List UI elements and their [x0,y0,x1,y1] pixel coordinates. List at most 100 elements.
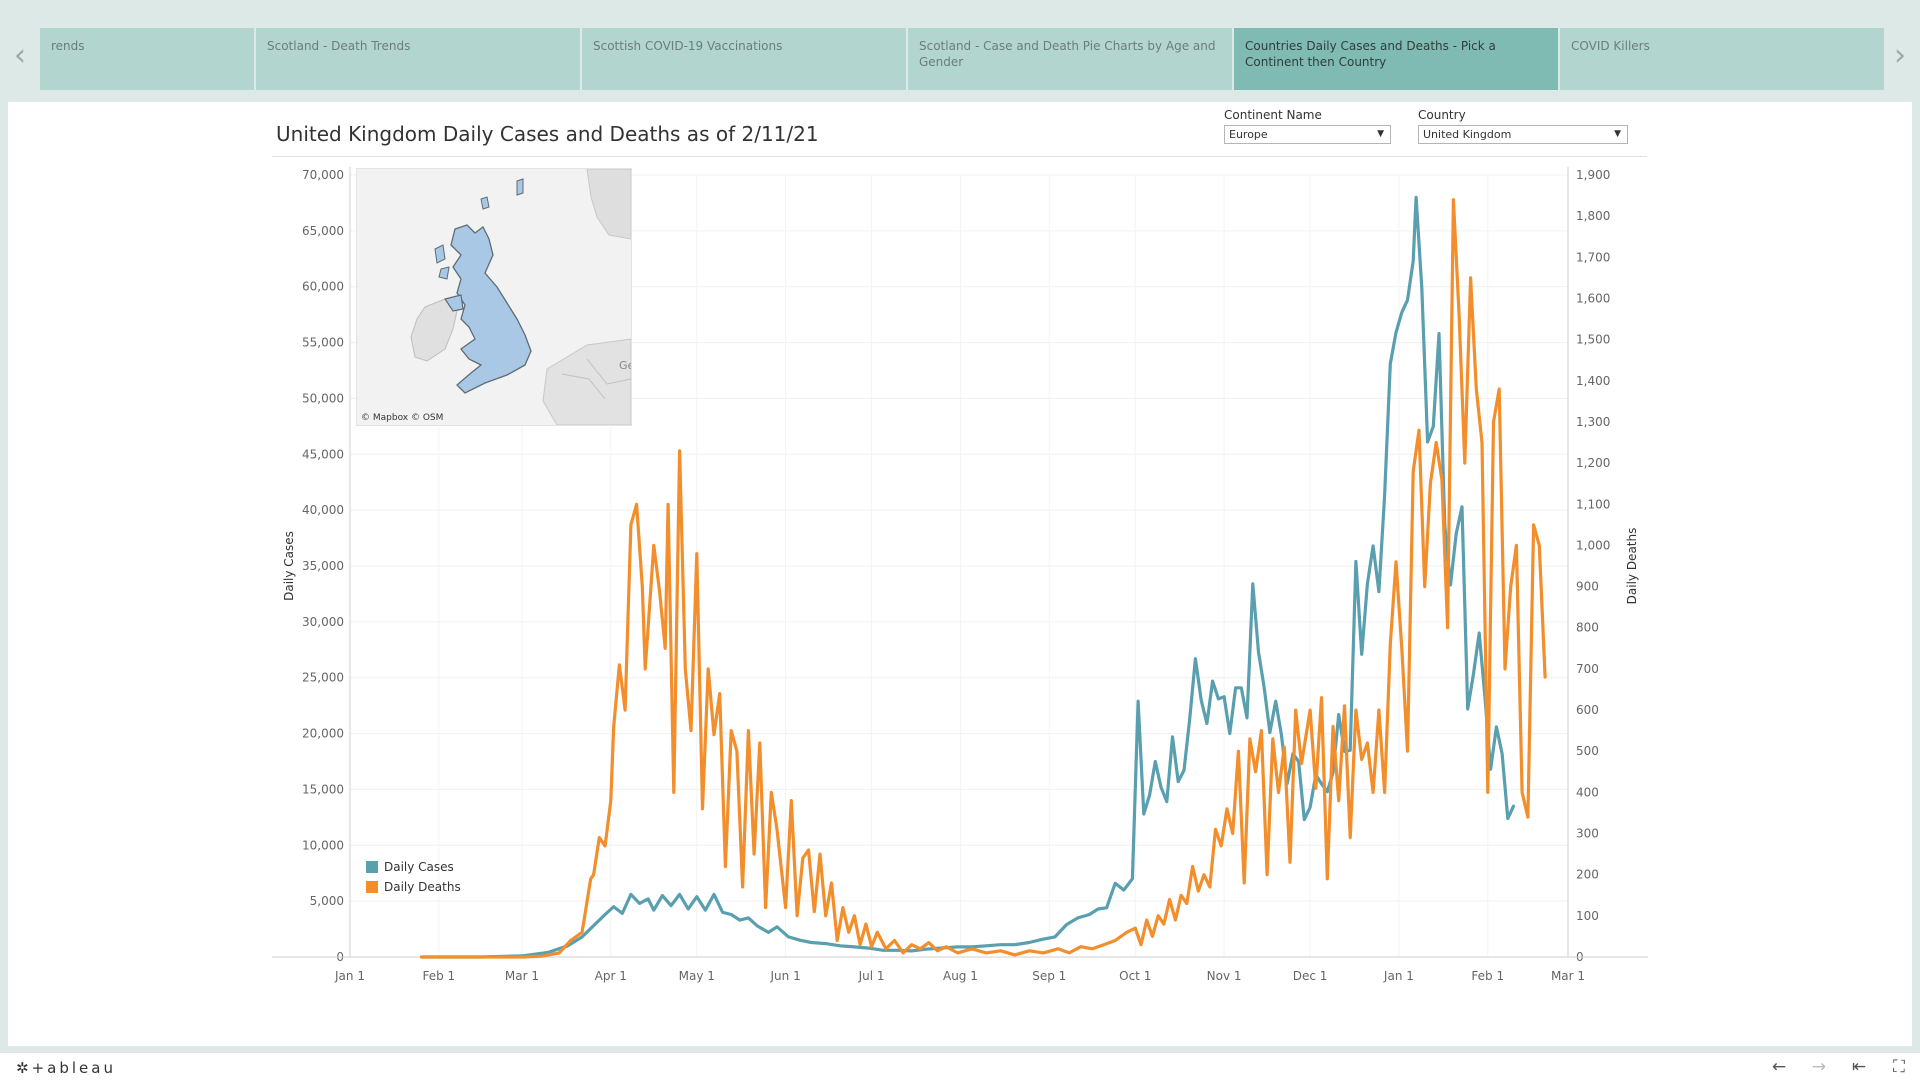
x-tick-label: Mar 1 [1551,969,1585,983]
continent-dropdown[interactable]: Europe ▼ [1224,125,1391,144]
daily-deaths-line [420,198,1547,959]
y2-tick-label: 600 [1576,703,1599,717]
y-tick-label: 60,000 [302,280,344,294]
y2-tick-label: 1,400 [1576,374,1610,388]
map-attribution[interactable]: © Mapbox © OSM [361,413,444,423]
country-dropdown-value: United Kingdom [1423,128,1512,141]
y2-tick-label: 1,200 [1576,456,1610,470]
fullscreen-icon[interactable]: ⛶ [1893,1057,1905,1077]
y2-tick-label: 900 [1576,580,1599,594]
y2-tick-label: 1,800 [1576,209,1610,223]
y-tick-label: 10,000 [302,838,344,852]
title-divider [272,156,1647,157]
tableau-logo[interactable]: ✲+ableau [16,1059,116,1077]
northern-isles-shape [480,178,524,210]
y-tick-label: 40,000 [302,503,344,517]
tab-countries-daily-cases[interactable]: Countries Daily Cases and Deaths - Pick … [1234,28,1560,90]
chart-title: United Kingdom Daily Cases and Deaths as… [276,122,819,146]
y-tick-label: 55,000 [302,336,344,350]
axes: 05,00010,00015,00020,00025,00030,00035,0… [272,167,1648,983]
x-tick-label: Jun 1 [770,969,801,983]
tab-scotland-pie-charts[interactable]: Scotland - Case and Death Pie Charts by … [908,28,1234,90]
y2-tick-label: 1,500 [1576,333,1610,347]
x-tick-label: Jan 1 [334,969,365,983]
tab-covid-killers[interactable]: COVID Killers [1560,28,1886,90]
chart-legend: Daily Cases Daily Deaths [366,857,461,897]
y-tick-label: 70,000 [302,168,344,182]
legend-item-daily-deaths[interactable]: Daily Deaths [366,877,461,897]
tableau-logo-text: +ableau [31,1059,116,1077]
dual-axis-line-chart: 05,00010,00015,00020,00025,00030,00035,0… [272,167,1648,983]
tab-scotland-death-trends[interactable]: Scotland - Death Trends [256,28,582,90]
y2-axis-title: Daily Deaths [1625,528,1639,605]
y2-tick-label: 1,000 [1576,538,1610,552]
y2-tick-label: 800 [1576,621,1599,635]
continent-filter-label: Continent Name [1224,108,1322,122]
chevron-down-icon: ▼ [1377,129,1384,139]
chevron-left-icon[interactable]: ‹ [14,38,26,73]
y2-tick-label: 1,900 [1576,168,1610,182]
y-tick-label: 20,000 [302,727,344,741]
country-filter-label: Country [1418,108,1466,122]
x-tick-label: Oct 1 [1119,969,1151,983]
tab-scottish-vaccinations[interactable]: Scottish COVID-19 Vaccinations [582,28,908,90]
legend-item-daily-cases[interactable]: Daily Cases [366,857,461,877]
uk-map: Ge [410,169,631,425]
continent-dropdown-value: Europe [1229,128,1268,141]
x-tick-label: Feb 1 [422,969,455,983]
legend-label-deaths: Daily Deaths [384,880,461,894]
x-tick-label: May 1 [679,969,715,983]
y-tick-label: 15,000 [302,782,344,796]
tableau-logo-icon: ✲ [16,1059,32,1077]
y-tick-label: 50,000 [302,391,344,405]
country-map-inset[interactable]: Ge © Mapbox © OSM [356,168,632,426]
y2-tick-label: 700 [1576,662,1599,676]
y-tick-label: 5,000 [310,894,344,908]
y-tick-label: 30,000 [302,615,344,629]
x-tick-label: Dec 1 [1293,969,1328,983]
country-dropdown[interactable]: United Kingdom ▼ [1418,125,1628,144]
legend-swatch-cases [366,861,378,873]
y2-tick-label: 1,600 [1576,291,1610,305]
daily-cases-line [420,195,1516,959]
legend-swatch-deaths [366,881,378,893]
map-region-label: Ge [619,359,631,372]
y2-tick-label: 1,300 [1576,415,1610,429]
x-tick-label: Jan 1 [1383,969,1414,983]
chevron-right-icon[interactable]: › [1894,38,1906,73]
series-lines [420,195,1547,959]
y2-tick-label: 1,100 [1576,497,1610,511]
undo-icon[interactable]: ← [1771,1057,1787,1077]
great-britain-shape [450,224,532,394]
y-tick-label: 25,000 [302,671,344,685]
legend-label-cases: Daily Cases [384,860,454,874]
chevron-down-icon: ▼ [1614,129,1621,139]
y-tick-label: 65,000 [302,224,344,238]
y-axis-title: Daily Cases [282,531,296,601]
y2-tick-label: 300 [1576,827,1599,841]
y-tick-label: 45,000 [302,447,344,461]
x-tick-label: Aug 1 [943,969,978,983]
x-tick-label: Sep 1 [1032,969,1066,983]
tab-trends[interactable]: rends [40,28,256,90]
redo-icon[interactable]: → [1811,1057,1827,1077]
y2-tick-label: 100 [1576,909,1599,923]
y-tick-label: 35,000 [302,559,344,573]
europe-landmass [542,338,631,425]
hebrides-shape [434,244,450,280]
scandinavia-landmass [586,169,631,240]
x-tick-label: Jul 1 [858,969,885,983]
y2-tick-label: 1,700 [1576,250,1610,264]
x-tick-label: Nov 1 [1207,969,1242,983]
y2-tick-label: 500 [1576,744,1599,758]
northern-ireland-shape [444,294,464,312]
border-lines [561,358,631,400]
x-tick-label: Feb 1 [1471,969,1504,983]
story-tab-bar: ‹ rends Scotland - Death Trends Scottish… [0,0,1920,102]
bottom-toolbar: ✲+ableau ← → ⇤ ⛶ [0,1052,1920,1081]
y2-tick-label: 400 [1576,785,1599,799]
x-tick-label: Apr 1 [595,969,627,983]
x-tick-label: Mar 1 [505,969,539,983]
revert-icon[interactable]: ⇤ [1851,1057,1867,1077]
ireland-shape [410,298,458,362]
